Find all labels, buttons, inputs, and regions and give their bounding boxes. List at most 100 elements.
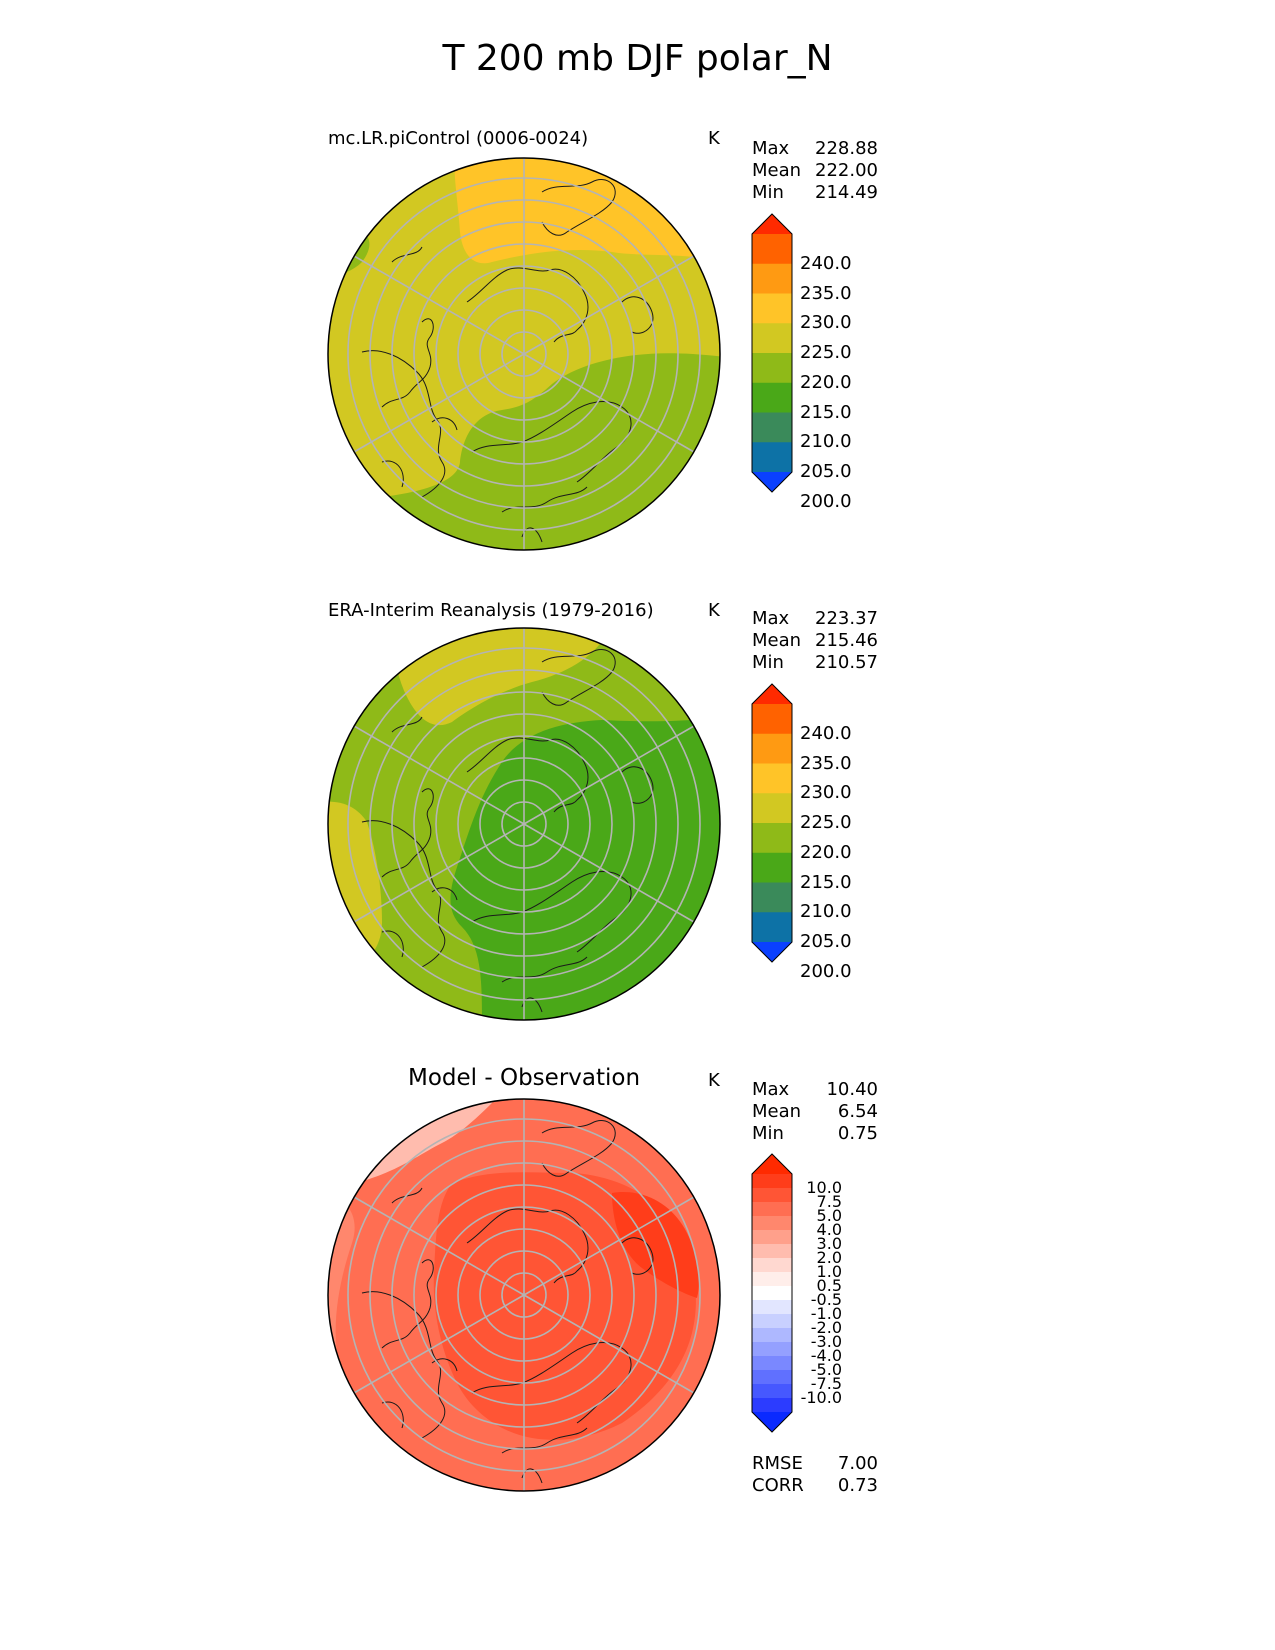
graticule [347, 1099, 701, 1491]
colorbar-swatch [752, 1342, 792, 1357]
colorbar-tick-label: 4.0 [816, 1220, 842, 1239]
colorbar-extend-top [752, 1154, 792, 1174]
panel-3-unit: K [708, 1070, 720, 1091]
map-boundary [327, 157, 721, 551]
graticule [347, 628, 701, 1020]
map-region-cold [450, 717, 720, 1020]
panel-3-title: Model - Observation [408, 1065, 641, 1091]
stat-min: Min 210.57 [752, 652, 878, 673]
panel-2-unit: K [708, 600, 720, 621]
colorbar-tick-label: 2.0 [816, 1248, 842, 1267]
colorbar-swatch [752, 1384, 792, 1399]
colorbar-swatch [752, 234, 792, 265]
colorbar-outline [751, 683, 793, 963]
colorbar-tick-label: 240.0 [800, 252, 852, 274]
panel-1-polar-map [327, 157, 721, 551]
panel-2-colorbar [751, 683, 793, 963]
map-boundary [327, 627, 721, 1021]
colorbar-swatch [752, 1370, 792, 1385]
colorbar-swatch [752, 323, 792, 354]
panel-1-title: mc.LR.piControl (0006-0024) [328, 128, 589, 149]
panel-3-polar-map [327, 1098, 721, 1492]
stat-mean: Mean 222.00 [752, 160, 878, 181]
colorbar-tick-label: -0.5 [810, 1290, 842, 1309]
colorbar-tick-label: 220.0 [800, 841, 852, 863]
colorbar-swatch [752, 1174, 792, 1189]
panel-2-polar-map [327, 627, 721, 1021]
panel-3-stats: Max 10.40 Mean 6.54 Min 0.75 [752, 1079, 878, 1145]
colorbar-tick-label: 215.0 [800, 401, 852, 423]
panel-1-stats: Max 228.88 Mean 222.00 Min 214.49 [752, 138, 878, 204]
colorbar-swatch [752, 1230, 792, 1245]
colorbar-tick-label: -1.0 [810, 1304, 842, 1323]
colorbar-swatch [752, 823, 792, 854]
colorbar-tick-label: 210.0 [800, 431, 852, 453]
colorbar-tick-label: 235.0 [800, 282, 852, 304]
colorbar-swatch [752, 763, 792, 794]
colorbar-swatch [752, 704, 792, 735]
panel-2-stats: Max 223.37 Mean 215.46 Min 210.57 [752, 608, 878, 674]
colorbar-tick-label: 230.0 [800, 312, 852, 334]
colorbar-tick-label: 220.0 [800, 371, 852, 393]
colorbar-swatch [752, 1356, 792, 1371]
colorbar-outline [751, 1153, 793, 1433]
colorbar-swatch [752, 852, 792, 883]
colorbar-tick-label: 205.0 [800, 461, 852, 482]
metric-rmse: RMSE 7.00 [752, 1453, 878, 1474]
colorbar-extend-top [752, 684, 792, 704]
colorbar-tick-label: 0.5 [816, 1276, 842, 1295]
metric-corr: CORR 0.73 [752, 1475, 878, 1496]
colorbar-tick-label: 7.5 [816, 1192, 842, 1211]
panel-3-metrics: RMSE 7.00 CORR 0.73 [752, 1453, 878, 1497]
map-boundary [327, 1098, 721, 1492]
colorbar-tick-label: 210.0 [800, 901, 852, 923]
panel-1-colorbar [751, 213, 793, 493]
colorbar-swatch [752, 412, 792, 443]
colorbar-outline [751, 213, 793, 493]
figure-title: T 200 mb DJF polar_N [442, 38, 833, 79]
colorbar-tick-label: 215.0 [800, 871, 852, 893]
colorbar-extend-bottom [752, 942, 792, 962]
panel-3-colorbar [751, 1153, 793, 1433]
colorbar-tick-label: 3.0 [816, 1234, 842, 1253]
colorbar-tick-label: 230.0 [800, 782, 852, 804]
colorbar-tick-label: 205.0 [800, 931, 852, 952]
colorbar-swatch [752, 382, 792, 413]
colorbar-tick-label: 5.0 [816, 1206, 842, 1225]
colorbar-tick-label: 1.0 [816, 1262, 842, 1281]
colorbar-swatch [752, 1328, 792, 1343]
colorbar-swatch [752, 263, 792, 294]
colorbar-tick-label: -5.0 [810, 1360, 842, 1379]
colorbar-tick-label: 225.0 [800, 342, 852, 363]
colorbar-swatch [752, 882, 792, 913]
stat-mean: Mean 6.54 [752, 1101, 878, 1122]
colorbar-tick-label: -7.5 [810, 1374, 842, 1393]
colorbar-tick-label: 10.0 [806, 1178, 842, 1197]
stat-max: Max 228.88 [752, 138, 878, 159]
colorbar-swatch [752, 353, 792, 384]
colorbar-swatch [752, 912, 792, 943]
colorbar-tick-label: -3.0 [810, 1332, 842, 1351]
panel-2-title: ERA-Interim Reanalysis (1979-2016) [328, 600, 654, 621]
colorbar-swatch [752, 442, 792, 473]
colorbar-swatch [752, 1272, 792, 1287]
colorbar-swatch [752, 733, 792, 764]
colorbar-tick-label: -10.0 [800, 1388, 842, 1407]
colorbar-tick-label: -4.0 [810, 1346, 842, 1365]
colorbar-tick-label: 225.0 [800, 812, 852, 833]
map-region-mid-north [392, 628, 612, 726]
stat-min: Min 0.75 [752, 1123, 878, 1144]
colorbar-swatch [752, 1398, 792, 1413]
colorbar-tick-label: 235.0 [800, 752, 852, 774]
colorbar-swatch [752, 1286, 792, 1301]
colorbar-swatch [752, 1300, 792, 1315]
colorbar-swatch [752, 1216, 792, 1231]
colorbar-extend-top [752, 214, 792, 234]
stat-mean: Mean 215.46 [752, 630, 878, 651]
stat-max: Max 223.37 [752, 608, 878, 629]
colorbar-extend-bottom [752, 472, 792, 492]
colorbar-swatch [752, 293, 792, 324]
colorbar-tick-label: 200.0 [800, 490, 852, 512]
colorbar-swatch [752, 1314, 792, 1329]
colorbar-swatch [752, 793, 792, 824]
